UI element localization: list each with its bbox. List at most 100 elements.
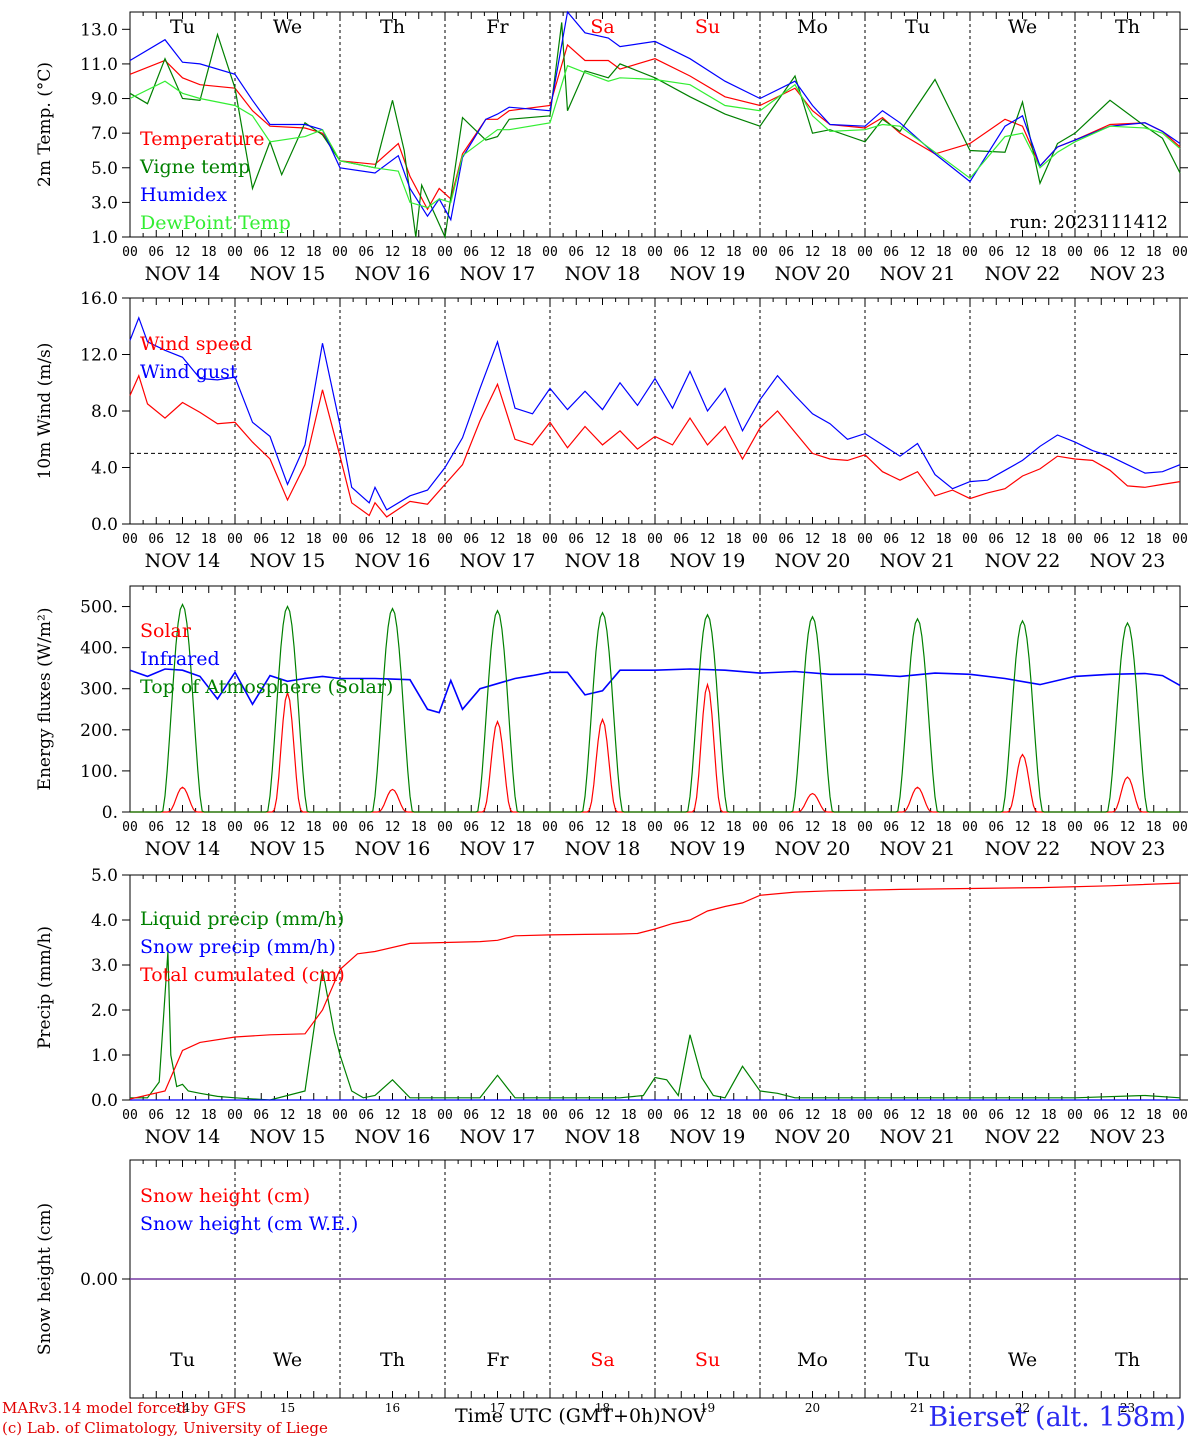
legend-blue: Wind gust [140, 361, 238, 383]
hour-tick-label: 12 [385, 532, 401, 547]
hour-tick-label: 06 [883, 1108, 899, 1123]
hour-tick-label: 00 [542, 245, 558, 260]
day-label: NOV 22 [985, 550, 1061, 572]
hour-tick-label: 12 [280, 820, 296, 835]
day-label: NOV 21 [880, 550, 956, 572]
day-number-label: 17 [490, 1401, 505, 1415]
panel-2 [122, 297, 1188, 525]
hour-tick-label: 06 [1093, 820, 1109, 835]
y-tick-label: 9.0 [91, 90, 118, 110]
weekday-label: Su [695, 1349, 720, 1371]
y-tick-label: 5.0 [91, 866, 118, 886]
hour-tick-label: 12 [490, 532, 506, 547]
hour-tick-label: 12 [1120, 532, 1136, 547]
legend-blue: Infrared [140, 648, 220, 670]
hour-tick-label: 00 [647, 245, 663, 260]
hour-tick-label: 06 [148, 245, 164, 260]
hour-tick-label: 12 [1015, 1108, 1031, 1123]
hour-tick-label: 00 [227, 245, 243, 260]
hour-tick-label: 12 [1015, 532, 1031, 547]
hour-tick-label: 00 [857, 820, 873, 835]
day-label: NOV 17 [460, 1126, 536, 1148]
hour-tick-label: 12 [175, 1108, 191, 1123]
hour-tick-label: 06 [673, 245, 689, 260]
weekday-label: Mo [797, 1349, 828, 1371]
series-line-light_green [129, 64, 1181, 209]
series-line-green [130, 603, 1180, 813]
hour-tick-label: 18 [306, 532, 322, 547]
hour-tick-label: 06 [568, 532, 584, 547]
hour-tick-label: 18 [411, 532, 427, 547]
legend-blue: Snow height (cm W.E.) [140, 1213, 358, 1235]
weekday-label: Th [1115, 1349, 1140, 1371]
hour-tick-label: 12 [385, 820, 401, 835]
hour-tick-label: 00 [1067, 532, 1083, 547]
hour-tick-label: 18 [1146, 1108, 1162, 1123]
hour-tick-label: 18 [516, 532, 532, 547]
y-axis-label: Snow height (cm) [35, 1203, 55, 1355]
hour-tick-label: 00 [962, 532, 978, 547]
day-label: NOV 16 [355, 1126, 431, 1148]
y-tick-label: 1.0 [91, 1046, 118, 1066]
hour-tick-label: 12 [595, 532, 611, 547]
hour-tick-label: 12 [490, 1108, 506, 1123]
hour-tick-label: 00 [122, 820, 138, 835]
weekday-label: We [273, 1349, 302, 1371]
day-number-label: 15 [280, 1401, 295, 1415]
hour-tick-label: 18 [201, 1108, 217, 1123]
hour-tick-label: 06 [148, 820, 164, 835]
hour-tick-label: 06 [988, 1108, 1004, 1123]
hour-tick-label: 00 [542, 532, 558, 547]
hour-tick-label: 18 [621, 820, 637, 835]
series-line-blue [129, 316, 1181, 511]
hour-tick-label: 00 [227, 532, 243, 547]
hour-tick-label: 12 [175, 245, 191, 260]
day-number-label: 18 [595, 1401, 610, 1415]
hour-tick-label: 12 [700, 532, 716, 547]
y-tick-label: 4.0 [91, 911, 118, 931]
hour-tick-label: 18 [726, 820, 742, 835]
hour-tick-label: 06 [778, 1108, 794, 1123]
legend-blue: Snow precip (mm/h) [140, 936, 336, 958]
hour-tick-label: 12 [910, 820, 926, 835]
hour-tick-label: 18 [306, 245, 322, 260]
y-tick-label: 11.0 [80, 55, 118, 75]
y-tick-label: 3.0 [91, 193, 118, 213]
legend-green: Vigne temp [139, 156, 250, 178]
day-number-label: 19 [700, 1401, 715, 1415]
lab-credit: (c) Lab. of Climatology, University of L… [2, 1419, 328, 1437]
hour-tick-label: 12 [595, 245, 611, 260]
weekday-label: Fr [486, 16, 509, 38]
legend-red: Snow height (cm) [140, 1185, 310, 1207]
hour-tick-label: 18 [621, 532, 637, 547]
legend-red: Temperature [140, 128, 264, 150]
hour-tick-label: 12 [595, 820, 611, 835]
hour-tick-label: 00 [542, 820, 558, 835]
y-tick-label: 2.0 [91, 1001, 118, 1021]
hour-tick-label: 18 [1146, 532, 1162, 547]
hour-tick-label: 12 [1015, 820, 1031, 835]
hour-tick-label: 00 [1067, 1108, 1083, 1123]
hour-tick-label: 06 [883, 820, 899, 835]
day-label: NOV 15 [250, 263, 326, 285]
y-axis-label: Precip (mm/h) [35, 926, 55, 1049]
day-label: NOV 15 [250, 550, 326, 572]
hour-tick-label: 06 [253, 1108, 269, 1123]
hour-tick-label: 12 [700, 1108, 716, 1123]
hour-tick-label: 00 [962, 820, 978, 835]
y-tick-label: 500. [80, 598, 118, 618]
day-label: NOV 19 [670, 838, 746, 860]
day-number-label: 22 [1015, 1401, 1030, 1415]
hour-tick-label: 00 [647, 820, 663, 835]
legend-green: Top of Atmosphere (Solar) [140, 676, 393, 698]
day-number-label: 21 [910, 1401, 925, 1415]
series-line-green [129, 22, 1181, 240]
hour-tick-label: 06 [568, 820, 584, 835]
panel-5 [122, 1159, 1188, 1399]
day-label: NOV 18 [565, 1126, 641, 1148]
day-label: NOV 19 [670, 550, 746, 572]
weekday-label: We [273, 16, 302, 38]
hour-tick-label: 06 [778, 820, 794, 835]
hour-tick-label: 06 [463, 532, 479, 547]
